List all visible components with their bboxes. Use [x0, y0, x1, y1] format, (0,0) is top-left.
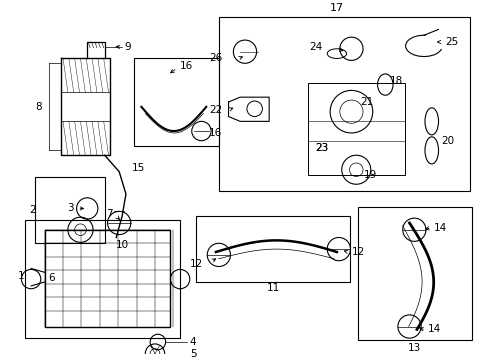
Text: 11: 11	[266, 283, 279, 293]
Text: 26: 26	[209, 53, 222, 63]
Text: 4: 4	[189, 337, 196, 347]
Text: 1: 1	[18, 271, 24, 281]
Text: 10: 10	[116, 240, 129, 250]
Text: 21: 21	[359, 97, 373, 107]
Text: 16: 16	[180, 61, 193, 71]
Bar	[358, 207, 471, 340]
Text: 16: 16	[209, 128, 222, 138]
Bar	[307, 83, 404, 175]
Bar	[219, 17, 469, 191]
Bar	[25, 220, 180, 338]
Text: 20: 20	[441, 136, 454, 146]
Text: 19: 19	[363, 170, 377, 180]
Text: 12: 12	[351, 247, 364, 257]
Text: 22: 22	[209, 105, 222, 115]
Bar	[133, 58, 219, 145]
Text: 14: 14	[433, 223, 446, 233]
Text: 13: 13	[407, 343, 420, 353]
Text: 23: 23	[315, 143, 328, 153]
Text: 24: 24	[308, 42, 322, 52]
Text: 23: 23	[315, 143, 328, 153]
Bar	[195, 216, 350, 282]
Text: 18: 18	[389, 76, 403, 86]
Text: 8: 8	[35, 102, 41, 112]
Text: 15: 15	[131, 163, 145, 173]
Text: 25: 25	[445, 37, 458, 47]
Text: 5: 5	[189, 348, 196, 359]
Text: 3: 3	[67, 203, 74, 213]
Text: 17: 17	[329, 3, 343, 13]
Bar	[35, 177, 104, 243]
Text: 12: 12	[190, 258, 203, 269]
Text: 2: 2	[29, 206, 36, 215]
Text: 6: 6	[48, 273, 55, 283]
Text: 9: 9	[124, 42, 130, 52]
Text: 14: 14	[427, 324, 440, 334]
Text: 7: 7	[105, 209, 112, 219]
Bar	[44, 230, 170, 327]
